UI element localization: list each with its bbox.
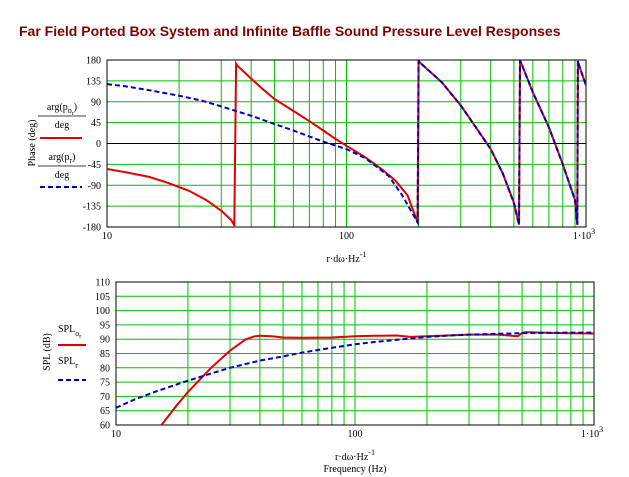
y-tick-label: 45 <box>91 118 101 129</box>
series-line-baffle <box>116 331 594 409</box>
y-tick-label: -135 <box>83 202 101 213</box>
y-tick-label: -90 <box>88 181 101 192</box>
legend-denominator: deg <box>55 170 69 181</box>
y-tick-label: 95 <box>100 320 110 331</box>
legend-entry-ported: SPLor <box>58 324 81 340</box>
y-axis-label: Phase (deg) <box>27 120 38 167</box>
x-axis-label: r·dω·Hz-1 <box>327 250 367 265</box>
x-tick-label: 1·103 <box>581 425 603 440</box>
y-tick-label: 70 <box>100 392 110 403</box>
x-tick-label: 100 <box>339 231 354 242</box>
page-title: Far Field Ported Box System and Infinite… <box>19 23 561 39</box>
x-tick-label: 1·103 <box>573 227 595 242</box>
x-axis-label-2: Frequency (Hz) <box>323 464 386 475</box>
x-tick-label: 100 <box>348 429 363 440</box>
y-tick-label: 90 <box>100 335 110 346</box>
legend-entry-ported: arg(por) <box>47 102 77 117</box>
y-tick-label: -180 <box>83 223 101 234</box>
y-tick-label: 75 <box>100 378 110 389</box>
y-tick-label: 100 <box>95 306 110 317</box>
plot-frame <box>106 59 587 228</box>
x-tick-label: 10 <box>102 231 112 242</box>
y-tick-label: -45 <box>88 160 101 171</box>
x-axis-label: r·dω·Hz-1 <box>335 448 375 463</box>
series-line-baffle <box>107 60 586 227</box>
x-tick-label: 10 <box>111 429 121 440</box>
y-axis-label: SPL (dB) <box>42 333 53 371</box>
y-tick-label: 105 <box>95 292 110 303</box>
legend-entry-baffle: arg(pr) <box>49 152 76 165</box>
series-line-ported <box>160 331 594 425</box>
y-tick-label: 135 <box>86 76 101 87</box>
plot-frame <box>115 281 595 426</box>
y-tick-label: 85 <box>100 349 110 360</box>
legend-entry-baffle: SPLr <box>58 356 78 370</box>
y-tick-label: 80 <box>100 363 110 374</box>
y-tick-label: 180 <box>86 56 101 67</box>
y-tick-label: 0 <box>96 139 101 150</box>
y-tick-label: 65 <box>100 406 110 417</box>
y-tick-label: 60 <box>100 421 110 432</box>
y-tick-label: 110 <box>95 278 110 289</box>
y-tick-label: 90 <box>91 97 101 108</box>
legend-denominator: deg <box>55 120 69 131</box>
